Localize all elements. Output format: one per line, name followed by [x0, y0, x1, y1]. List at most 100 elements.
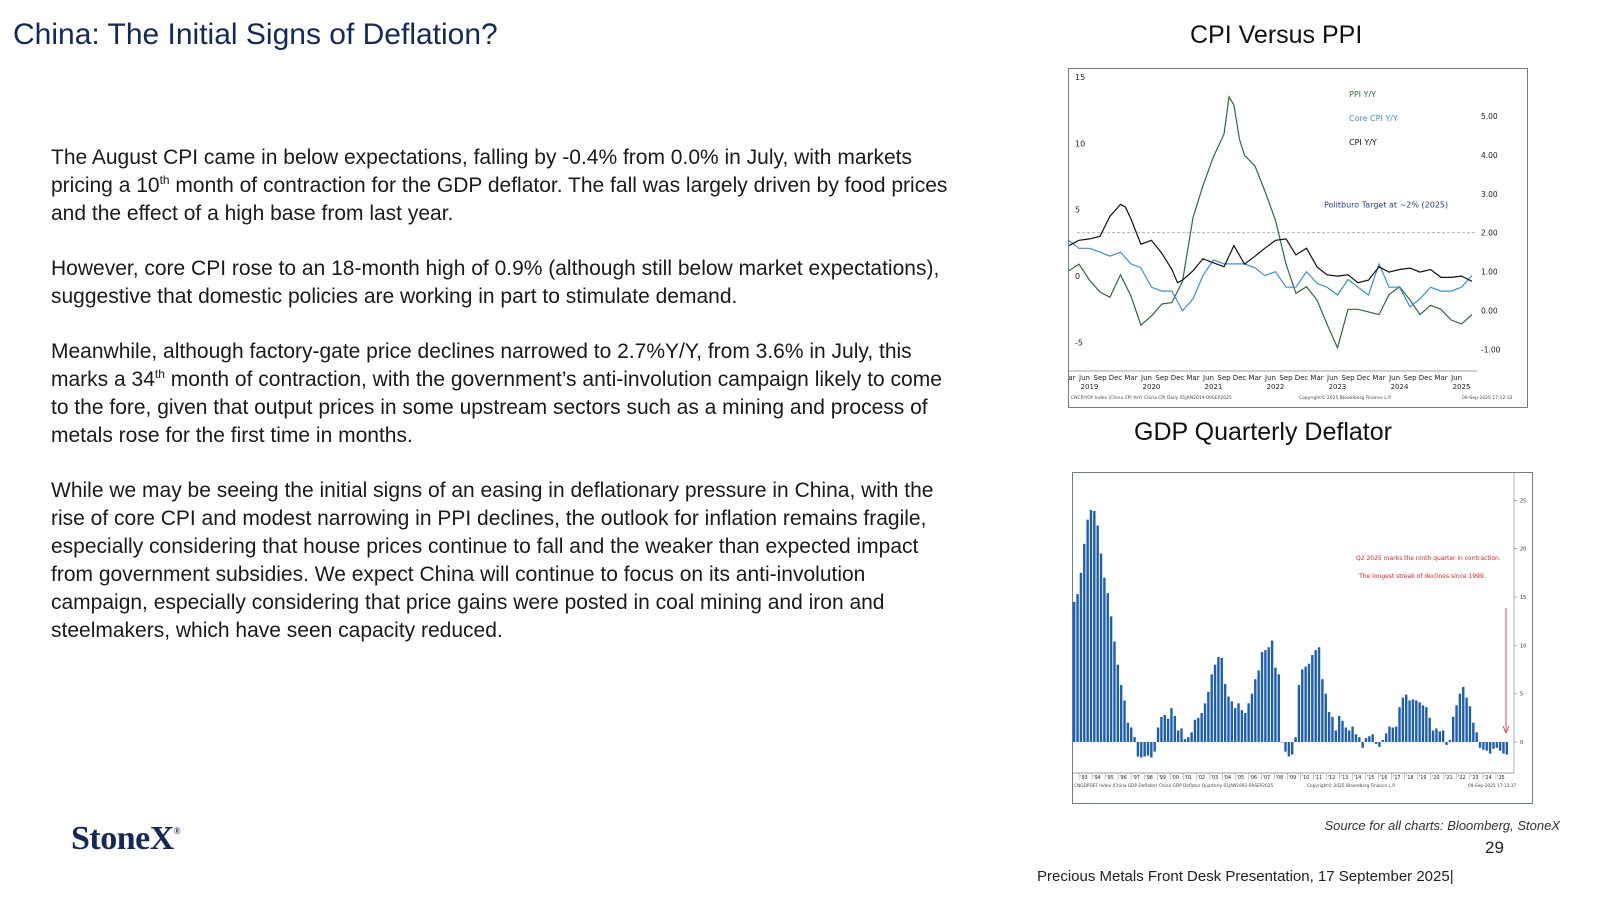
- chart-footer-center: Copyright© 2025 Bloomberg Finance L.P.: [1307, 782, 1396, 789]
- x-year-label: '93: [1080, 775, 1087, 781]
- deflator-bar: [1384, 733, 1388, 742]
- x-year-label: '07: [1263, 775, 1270, 781]
- x-year-label: '16: [1380, 775, 1387, 781]
- x-year-label: '22: [1458, 775, 1465, 781]
- deflator-bar: [1093, 510, 1096, 742]
- deflator-bar: [1233, 708, 1237, 742]
- deflator-bar: [1244, 713, 1247, 742]
- legend-entry: PPI Y/Y: [1349, 90, 1376, 99]
- deflator-bar: [1109, 616, 1113, 742]
- x-year-label: '14: [1354, 775, 1361, 781]
- deflator-bar: [1086, 519, 1089, 742]
- deflator-bar: [1468, 706, 1472, 742]
- deflator-bar: [1190, 732, 1193, 742]
- left-axis-tick-label: 5: [1075, 206, 1080, 215]
- deflator-bar: [1327, 712, 1331, 742]
- deflator-bar: [1448, 740, 1452, 742]
- paragraph-core-cpi: However, core CPI rose to an 18-month hi…: [51, 257, 940, 308]
- x-year-label: '94: [1093, 775, 1100, 781]
- deflator-bar: [1431, 730, 1435, 742]
- deflator-bar: [1163, 714, 1166, 742]
- deflator-bar: [1183, 739, 1187, 742]
- deflator-bar: [1146, 742, 1150, 756]
- deflator-bar: [1475, 732, 1478, 742]
- deflator-bar: [1368, 736, 1371, 742]
- x-month-label: Dec: [1109, 374, 1123, 382]
- ordinal-suffix: th: [154, 367, 165, 381]
- paragraph-cpi: The August CPI came in below expectation…: [51, 144, 951, 228]
- deflator-bar: [1337, 715, 1341, 742]
- deflator-bar: [1217, 656, 1220, 742]
- deflator-bar: [1391, 727, 1395, 742]
- logo-text: StoneX: [71, 820, 174, 857]
- deflator-bar: [1307, 663, 1311, 742]
- x-year-label: '03: [1211, 775, 1218, 781]
- series-line: [1069, 240, 1473, 312]
- deflator-bar: [1398, 707, 1401, 742]
- deflator-bar: [1311, 655, 1314, 742]
- deflator-bar: [1297, 684, 1301, 742]
- deflator-bar: [1257, 670, 1260, 742]
- deflator-bar: [1103, 577, 1106, 742]
- deflator-bar: [1136, 742, 1140, 757]
- right-axis-tick-label: 5.00: [1481, 112, 1498, 121]
- deflator-bar: [1502, 742, 1505, 754]
- deflator-bar: [1428, 717, 1431, 742]
- x-year-label: '12: [1328, 775, 1335, 781]
- y-axis-tick-label: 25: [1520, 498, 1526, 504]
- stonex-logo: StoneX®: [71, 820, 181, 858]
- series-line: [1069, 95, 1473, 350]
- x-year-label: '09: [1289, 775, 1296, 781]
- deflator-bar: [1150, 742, 1153, 758]
- annotation-line-2: The longest streak of declines since 199…: [1358, 573, 1486, 580]
- x-year-label: 2023: [1329, 383, 1347, 391]
- deflator-bar: [1230, 701, 1234, 742]
- x-month-label: Mar: [1310, 374, 1323, 382]
- x-year-label: '02: [1198, 775, 1205, 781]
- y-axis-tick-label: 0: [1520, 740, 1523, 746]
- logo-registered-mark: ®: [173, 826, 181, 836]
- right-axis-tick-label: 0.00: [1481, 307, 1498, 316]
- x-month-label: Jun: [1078, 374, 1090, 382]
- x-year-label: '17: [1393, 775, 1400, 781]
- deflator-bar: [1472, 722, 1475, 742]
- deflator-bar: [1166, 718, 1170, 742]
- deflator-bar: [1394, 726, 1398, 742]
- deflator-bar: [1180, 728, 1183, 742]
- deflator-bar: [1099, 553, 1103, 742]
- deflator-bar: [1331, 716, 1334, 742]
- deflator-bar: [1210, 674, 1213, 742]
- deflator-bar: [1301, 669, 1304, 742]
- deflator-bar: [1260, 652, 1264, 742]
- deflator-bar: [1076, 594, 1079, 742]
- x-month-label: Jun: [1388, 374, 1400, 382]
- x-month-label: Jun: [1202, 374, 1214, 382]
- deflator-bar: [1264, 650, 1267, 742]
- x-month-label: Mar: [1372, 374, 1385, 382]
- x-year-label: '95: [1106, 775, 1113, 781]
- x-year-label: '13: [1341, 775, 1348, 781]
- x-year-label: '25: [1497, 775, 1504, 781]
- deflator-bar: [1240, 710, 1244, 742]
- deflator-bar: [1364, 738, 1368, 742]
- deflator-bar: [1227, 696, 1230, 742]
- deflator-bar: [1106, 593, 1109, 742]
- deflator-bar: [1462, 686, 1465, 742]
- source-note: Source for all charts: Bloomberg, StoneX: [1324, 818, 1560, 833]
- deflator-bar: [1418, 702, 1421, 742]
- deflator-bar: [1083, 543, 1086, 742]
- deflator-bar: [1492, 742, 1495, 749]
- right-axis-tick-label: 1.00: [1481, 268, 1498, 277]
- deflator-bar: [1488, 742, 1492, 754]
- deflator-bar: [1317, 647, 1321, 742]
- deflator-bar: [1341, 720, 1344, 742]
- chart-footer-right: 09-Sep-2025 17:12:33: [1462, 395, 1513, 401]
- deflator-bar: [1213, 664, 1217, 742]
- deflator-bar: [1237, 703, 1240, 742]
- deflator-bar: [1170, 708, 1173, 742]
- paragraph-ppi: Meanwhile, although factory-gate price d…: [51, 338, 951, 450]
- x-month-label: Dec: [1419, 374, 1433, 382]
- x-year-label: 2022: [1267, 383, 1285, 391]
- annotation-line-1: Q2 2025 marks the ninth quarter in contr…: [1356, 555, 1501, 562]
- x-year-label: '96: [1119, 775, 1126, 781]
